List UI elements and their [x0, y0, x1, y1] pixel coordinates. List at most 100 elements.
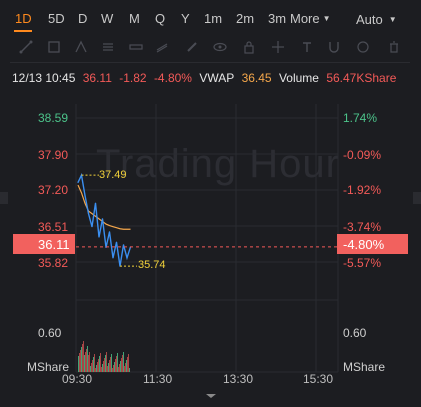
tab-d[interactable]: D — [78, 11, 88, 26]
chevron-down-icon: ▼ — [388, 15, 397, 24]
volume-bar — [116, 356, 117, 372]
vwap-line — [77, 184, 131, 230]
tab-q[interactable]: Q — [155, 11, 166, 26]
volume-bar — [104, 358, 105, 372]
drag-icon[interactable] — [271, 40, 285, 54]
volume-value: 56.47KShare — [326, 71, 397, 85]
volume-bar — [106, 352, 107, 372]
volume-bar — [95, 368, 96, 372]
y-left-label: 35.82 — [38, 256, 69, 270]
auto-scale-dropdown[interactable]: Auto ▼ — [356, 12, 397, 27]
y-left-unit-label: MShare — [27, 360, 70, 374]
tab-2m[interactable]: 2m — [236, 11, 255, 26]
expand-down-icon[interactable] — [203, 393, 219, 399]
volume-bar — [126, 360, 127, 372]
quote-change-pct: -4.80% — [153, 71, 192, 85]
pencil-icon[interactable] — [19, 40, 33, 54]
price-point — [122, 244, 125, 246]
volume-bar — [123, 352, 124, 372]
volume-bar — [82, 344, 83, 372]
volume-bar — [108, 363, 109, 372]
current-pct-value: -4.80% — [343, 237, 385, 252]
y-right-label: -3.74% — [343, 220, 382, 234]
quote-time: 12/13 10:45 — [12, 71, 76, 85]
volume-bar — [128, 354, 129, 372]
y-left-label: 38.59 — [38, 111, 69, 125]
volume-bar — [118, 367, 119, 372]
trading-hour-watermark: Trading Hour — [96, 142, 340, 186]
active-tab-underline — [14, 30, 32, 32]
volume-bar — [112, 368, 113, 372]
align-icon[interactable] — [101, 40, 115, 54]
text-icon[interactable] — [300, 40, 314, 54]
channel-icon[interactable] — [155, 40, 169, 54]
tab-w[interactable]: W — [101, 11, 114, 26]
tab-3m[interactable]: 3m — [268, 11, 287, 26]
price-point — [94, 202, 97, 204]
volume-bar — [129, 368, 130, 372]
x-axis-label: 13:30 — [223, 372, 254, 386]
current-price-badge: 36.11 — [13, 234, 75, 254]
y-left-label: 37.20 — [38, 183, 69, 197]
magnet-icon[interactable] — [327, 40, 341, 54]
trash-icon[interactable] — [387, 40, 401, 54]
quote-info-bar: 12/13 10:45 36.11 -1.82 -4.80% VWAP 36.4… — [12, 71, 400, 85]
tab-y[interactable]: Y — [181, 11, 190, 26]
volume-bar — [103, 361, 104, 372]
volume-bar — [114, 362, 115, 372]
y-right-label: -5.57% — [343, 256, 382, 270]
y-right-label: 1.74% — [343, 111, 378, 125]
price-point — [84, 194, 86, 197]
tab-1d[interactable]: 1D — [15, 11, 32, 26]
volume-bar — [86, 349, 87, 372]
more-label: More — [290, 11, 320, 26]
tab-1m[interactable]: 1m — [204, 11, 223, 26]
price-point — [87, 213, 90, 215]
vwap-value: 36.45 — [241, 71, 272, 85]
y-left-label: 37.90 — [38, 148, 69, 162]
more-dropdown[interactable]: More ▼ — [290, 11, 331, 26]
timeframe-tabs: 1D 5D D W M Q Y 1m 2m 3m More ▼ Auto ▼ — [0, 0, 421, 34]
tab-5d[interactable]: 5D — [48, 11, 65, 26]
volume-bar — [80, 350, 81, 372]
tab-m[interactable]: M — [129, 11, 140, 26]
volume-bar — [98, 359, 99, 372]
brush-icon[interactable] — [185, 40, 199, 54]
y-right-volume-label: 0.60 — [343, 326, 367, 340]
y-right-label: -1.92% — [343, 183, 382, 197]
scroll-right-handle[interactable] — [413, 192, 421, 204]
volume-bar — [101, 367, 102, 372]
price-point — [126, 257, 128, 259]
volume-bar — [96, 365, 97, 372]
volume-bar — [83, 341, 84, 372]
price-line — [77, 172, 132, 267]
eye-icon[interactable] — [213, 40, 227, 54]
low-annotation: 35.74 — [138, 259, 166, 271]
price-point — [108, 231, 111, 233]
scroll-left-handle[interactable] — [0, 192, 8, 204]
lock-icon[interactable] — [242, 40, 256, 54]
drawing-toolbar — [0, 36, 421, 60]
candle-icon[interactable] — [74, 40, 88, 54]
toolbar-divider — [10, 62, 410, 63]
current-pct-badge: -4.80% — [337, 234, 408, 254]
volume-bar — [93, 357, 94, 372]
volume-bar — [105, 355, 106, 372]
current-price-value: 36.11 — [38, 237, 70, 252]
volume-bar — [89, 352, 90, 372]
volume-bar — [122, 355, 123, 372]
volume-bar — [91, 363, 92, 372]
volume-bar — [79, 353, 80, 372]
volume-bar — [113, 365, 114, 372]
volume-bar — [127, 357, 128, 372]
price-point — [77, 181, 79, 184]
volume-bar — [94, 354, 95, 372]
crop-icon[interactable] — [47, 40, 61, 54]
y-left-volume-label: 0.60 — [38, 326, 62, 340]
ruler-icon[interactable] — [129, 40, 143, 54]
volume-bar — [84, 355, 85, 372]
price-point — [91, 226, 93, 228]
tool-icon[interactable] — [356, 40, 370, 54]
quote-price: 36.11 — [82, 71, 112, 85]
